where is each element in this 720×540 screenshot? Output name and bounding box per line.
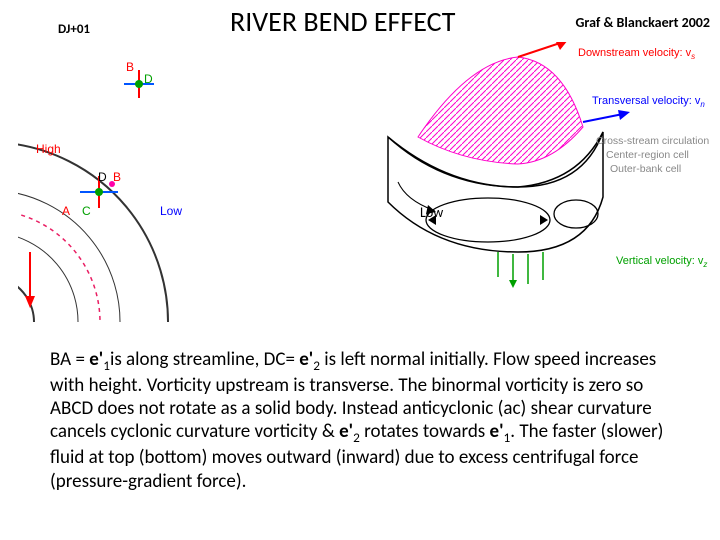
- outer-cell-label: Outer-bank cell: [610, 163, 681, 175]
- transversal-label: Transversal velocity: v: [592, 95, 701, 107]
- low-label: Low: [420, 204, 443, 221]
- center-cell-label: Center-region cell: [606, 149, 689, 161]
- vertical-label: Vertical velocity: v: [616, 255, 704, 267]
- left-label-Bp: B: [113, 170, 121, 184]
- svg-text:Transversal velocity: vn: Transversal velocity: vn: [592, 95, 705, 109]
- left-label-Low: Low: [160, 204, 182, 218]
- svg-text:Downstream velocity: vs: Downstream velocity: vs: [578, 47, 695, 61]
- cross-label: Cross-stream circulation: [596, 135, 709, 147]
- figure-row: HighLowBDDBAC: [0, 42, 720, 332]
- left-label-C: C: [82, 204, 91, 218]
- right-diagram: Downstream velocity: vs Transversal velo…: [378, 42, 710, 322]
- body-paragraph: BA = e'1is along streamline, DC= e'2 is …: [50, 348, 680, 493]
- page-title: RIVER BEND EFFECT: [230, 4, 455, 39]
- left-label-A: A: [62, 204, 70, 218]
- downstream-label: Downstream velocity: v: [578, 47, 692, 59]
- left-label-B: B: [126, 60, 134, 74]
- left-diagram-svg: [18, 42, 368, 322]
- left-label-Dp: D: [98, 170, 107, 184]
- left-tag: DJ+01: [58, 22, 90, 37]
- header: DJ+01 RIVER BEND EFFECT Graf & Blanckaer…: [0, 0, 720, 42]
- left-label-High: High: [36, 142, 61, 156]
- citation: Graf & Blanckaert 2002: [575, 14, 710, 31]
- left-diagram: HighLowBDDBAC: [18, 42, 368, 322]
- right-diagram-svg: Downstream velocity: vs Transversal velo…: [378, 42, 710, 322]
- svg-text:Vertical velocity: vz: Vertical velocity: vz: [616, 255, 707, 269]
- left-label-D: D: [144, 72, 153, 86]
